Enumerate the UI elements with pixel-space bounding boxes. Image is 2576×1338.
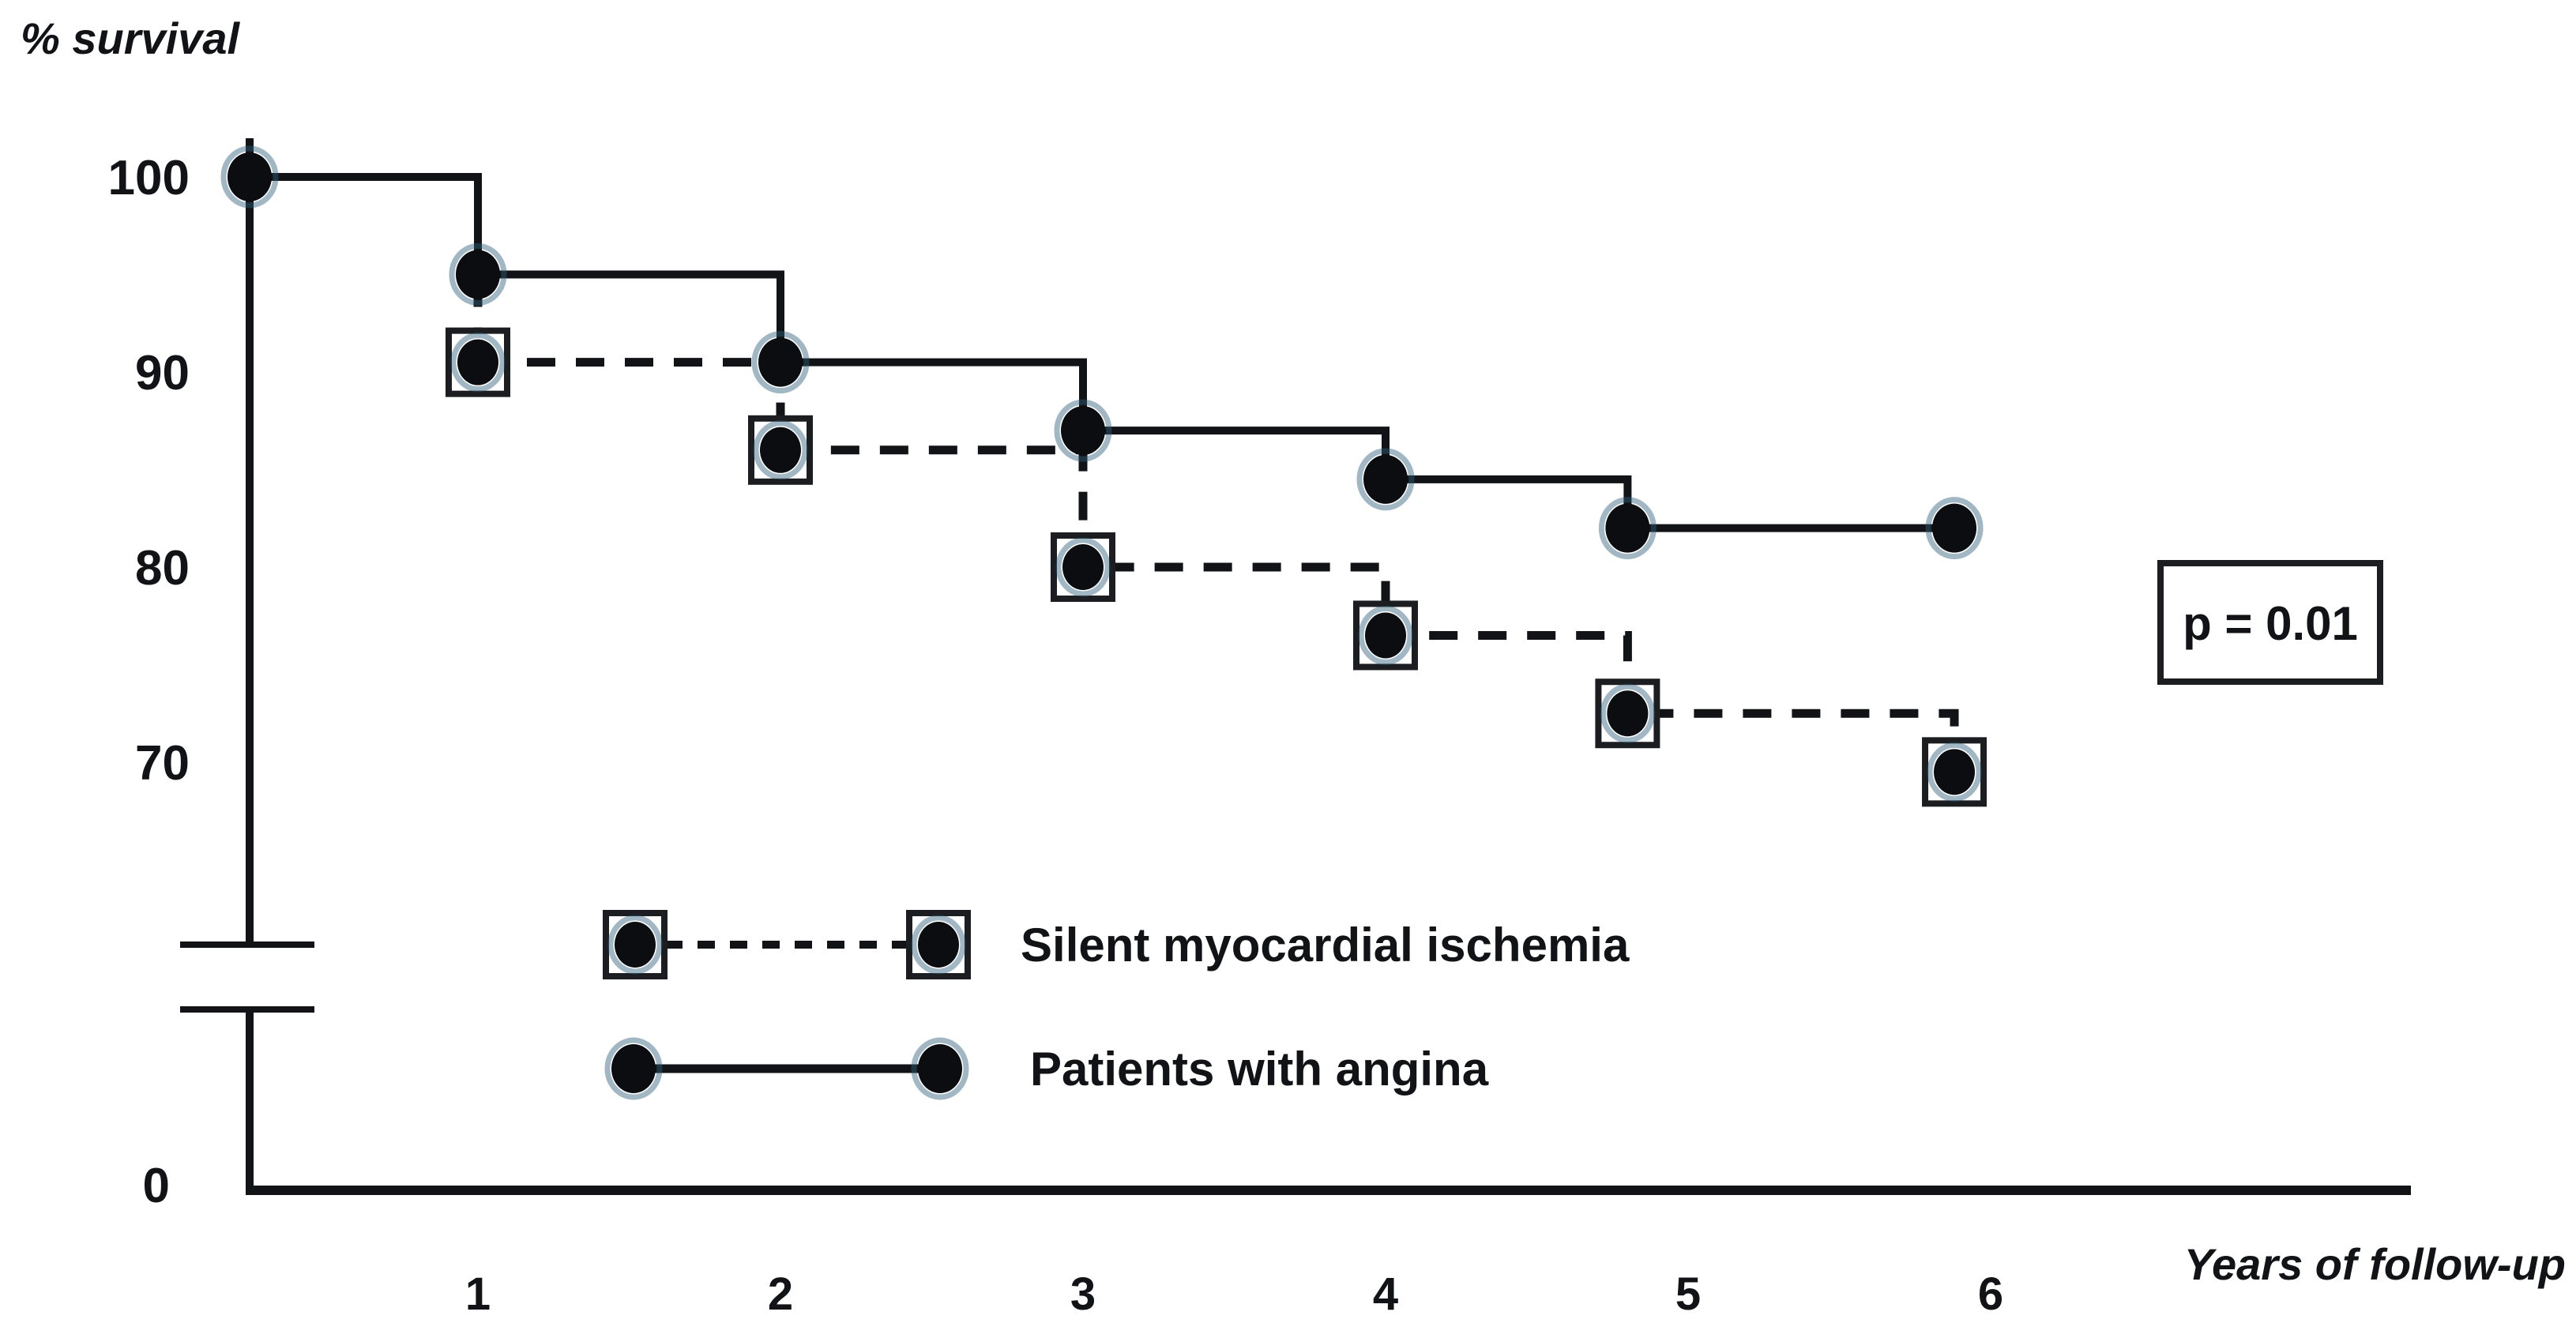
series-markers	[220, 145, 1987, 807]
x-axis-title: Years of follow-up	[2184, 1239, 2566, 1289]
data-point-dot	[1062, 544, 1104, 590]
series-markers-silent-myocardial-ischemia	[446, 327, 1987, 807]
data-point-halo	[1598, 497, 1657, 560]
data-point-dot	[228, 152, 272, 201]
y-axis	[180, 138, 314, 1194]
data-point-halo	[220, 145, 279, 209]
legend-dot-marker	[911, 1037, 969, 1100]
data-point-dot	[1605, 503, 1650, 553]
data-point-halo	[450, 333, 506, 393]
data-point-dot	[1932, 503, 1977, 553]
p-value-text: p = 0.01	[2183, 597, 2358, 650]
data-point-halo	[1600, 683, 1655, 743]
data-point-halo	[1925, 497, 1984, 560]
data-point-dot	[611, 1044, 656, 1093]
data-point-dot	[456, 250, 500, 299]
data-point-dot	[1365, 612, 1406, 659]
data-point-halo	[1055, 537, 1111, 597]
data-point-dot	[1934, 749, 1976, 795]
legend-boxed-dot-marker	[906, 910, 971, 979]
x-tick-labels: 1 2 3 4 5 6	[465, 1268, 2003, 1320]
data-point-dot	[918, 922, 959, 968]
data-point-dot	[760, 427, 801, 473]
data-point-dot	[918, 1044, 962, 1093]
data-point-halo	[751, 331, 810, 394]
legend-label-patients-with-angina: Patients with angina	[1030, 1043, 1489, 1096]
x-tick-label: 2	[768, 1268, 793, 1320]
data-point-halo	[911, 915, 966, 975]
x-tick-label: 6	[1978, 1268, 2003, 1320]
y-tick-label: 80	[135, 541, 190, 596]
data-point-dot	[1061, 406, 1105, 456]
data-point-dot	[457, 339, 498, 385]
y-tick-label: 100	[108, 151, 190, 205]
x-tick-label: 4	[1373, 1268, 1398, 1320]
y-origin-label: 0	[143, 1159, 170, 1213]
legend-row-patients-with-angina: Patients with angina	[604, 1037, 1489, 1100]
p-value-box: p = 0.01	[2157, 560, 2383, 685]
data-point-dot	[1363, 454, 1408, 504]
x-tick-label: 5	[1675, 1268, 1701, 1320]
data-point-halo	[1356, 448, 1415, 511]
data-point-halo	[449, 243, 507, 306]
data-point-dot	[1607, 690, 1649, 737]
p-value-box-border	[2157, 560, 2383, 685]
data-point-halo	[1358, 605, 1413, 665]
x-tick-label: 1	[465, 1268, 491, 1320]
data-point-halo	[607, 915, 663, 975]
legend-boxed-dot-marker	[603, 910, 668, 979]
legend-label-silent-myocardial-ischemia: Silent myocardial ischemia	[1021, 919, 1630, 972]
data-point-dot	[758, 337, 803, 387]
y-axis-title: % survival	[21, 13, 240, 63]
data-point-halo	[604, 1037, 663, 1100]
data-point-halo	[1054, 399, 1112, 462]
data-point-halo	[753, 420, 808, 480]
y-tick-label: 90	[135, 346, 190, 400]
legend-dot-marker	[604, 1037, 663, 1100]
data-point-dot	[615, 922, 656, 968]
data-point-halo	[911, 1037, 969, 1100]
x-tick-label: 3	[1070, 1268, 1096, 1320]
y-tick-labels: 100 90 80 70	[108, 151, 190, 791]
data-point-halo	[1927, 742, 1982, 802]
legend-row-silent-myocardial-ischemia: Silent myocardial ischemia	[603, 910, 1630, 979]
y-tick-label: 70	[135, 736, 190, 791]
legend: Silent myocardial ischemia Patients with…	[603, 910, 1630, 1100]
series-markers-patients-with-angina	[220, 145, 1984, 560]
